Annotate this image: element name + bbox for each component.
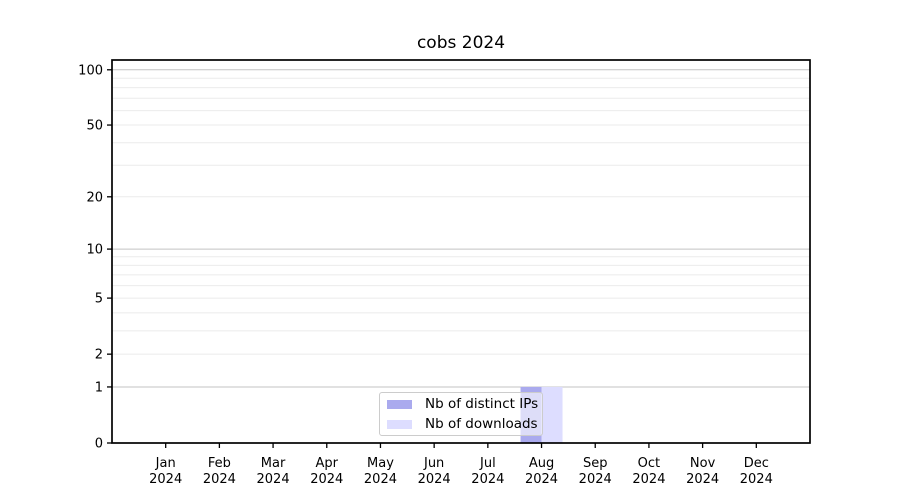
x-axis-tick-label-year: 2024 — [471, 472, 504, 487]
x-axis-tick-label-year: 2024 — [686, 472, 719, 487]
legend-label-distinct-ips: Nb of distinct IPs — [425, 396, 539, 412]
chart-title: cobs 2024 — [416, 33, 506, 53]
x-axis-tick-label-month: Jan — [155, 456, 176, 471]
legend-swatch-downloads — [387, 419, 412, 429]
x-axis-tick-label-year: 2024 — [364, 472, 397, 487]
plot-border — [111, 59, 811, 444]
legend: Nb of distinct IPs Nb of downloads — [379, 392, 543, 436]
x-axis-tick-label-year: 2024 — [257, 472, 290, 487]
y-axis-tick-label: 50 — [86, 119, 103, 134]
y-axis-tick-label: 10 — [86, 243, 103, 258]
legend-item-distinct-ips: Nb of distinct IPs — [386, 396, 539, 412]
x-axis-tick-label-month: Sep — [583, 456, 608, 471]
x-axis-tick-label-month: Mar — [261, 456, 286, 471]
legend-item-downloads: Nb of downloads — [386, 416, 538, 432]
x-axis-tick-label-month: Oct — [638, 456, 660, 471]
legend-label-downloads: Nb of downloads — [425, 416, 538, 432]
x-axis-tick-label-month: Aug — [529, 456, 554, 471]
y-axis-tick-label: 20 — [86, 190, 103, 205]
x-axis-tick-label-month: Jun — [423, 456, 444, 471]
x-axis-tick-label-year: 2024 — [525, 472, 558, 487]
x-axis-tick-label-year: 2024 — [203, 472, 236, 487]
x-axis-tick-label-year: 2024 — [418, 472, 451, 487]
x-axis-tick-label-year: 2024 — [310, 472, 343, 487]
y-axis-tick-label: 100 — [78, 63, 103, 78]
x-axis-tick-label-month: Dec — [744, 456, 769, 471]
y-axis-tick-label: 0 — [95, 437, 103, 452]
x-axis-tick-label-month: Apr — [316, 456, 339, 471]
x-axis-tick-label-month: Nov — [690, 456, 716, 471]
x-axis-tick-label-year: 2024 — [149, 472, 182, 487]
y-axis-tick-label: 1 — [95, 380, 103, 395]
x-axis-tick-label-year: 2024 — [632, 472, 665, 487]
x-axis-tick-label-year: 2024 — [740, 472, 773, 487]
bar-downloads — [541, 386, 563, 443]
x-axis-tick-label-month: Feb — [208, 456, 231, 471]
y-axis-tick-label: 5 — [95, 292, 103, 307]
y-axis-tick-label: 2 — [95, 348, 103, 363]
legend-swatch-distinct-ips — [387, 399, 412, 409]
x-axis-tick-label-month: Jul — [479, 456, 496, 471]
x-axis-tick-label-month: May — [367, 456, 394, 471]
x-axis-tick-label-year: 2024 — [579, 472, 612, 487]
